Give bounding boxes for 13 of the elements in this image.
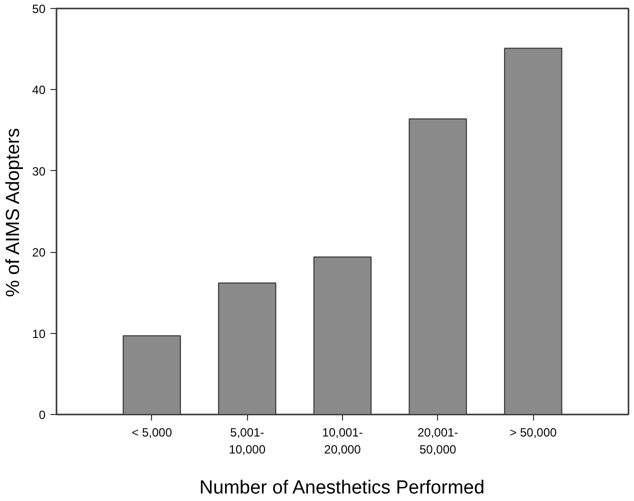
y-tick-label: 0	[38, 408, 46, 422]
x-tick-label: < 5,000	[132, 426, 172, 440]
x-tick-label: 20,001- 50,000	[417, 426, 458, 456]
y-tick-label: 20	[32, 246, 46, 260]
y-tick-label: 50	[32, 2, 46, 16]
x-tick-label: > 50,000	[510, 426, 558, 440]
y-tick-label: 10	[32, 326, 46, 341]
y-tick-label: 40	[32, 83, 46, 98]
x-tick-label: 5,001- 10,000	[228, 426, 266, 456]
y-axis-title: % of AIMS Adopters	[3, 128, 24, 298]
y-tick-label: 30	[32, 164, 46, 178]
x-axis-title: Number of Anesthetics Performed	[199, 477, 485, 498]
x-tick-label: 10,001- 20,000	[322, 426, 363, 456]
